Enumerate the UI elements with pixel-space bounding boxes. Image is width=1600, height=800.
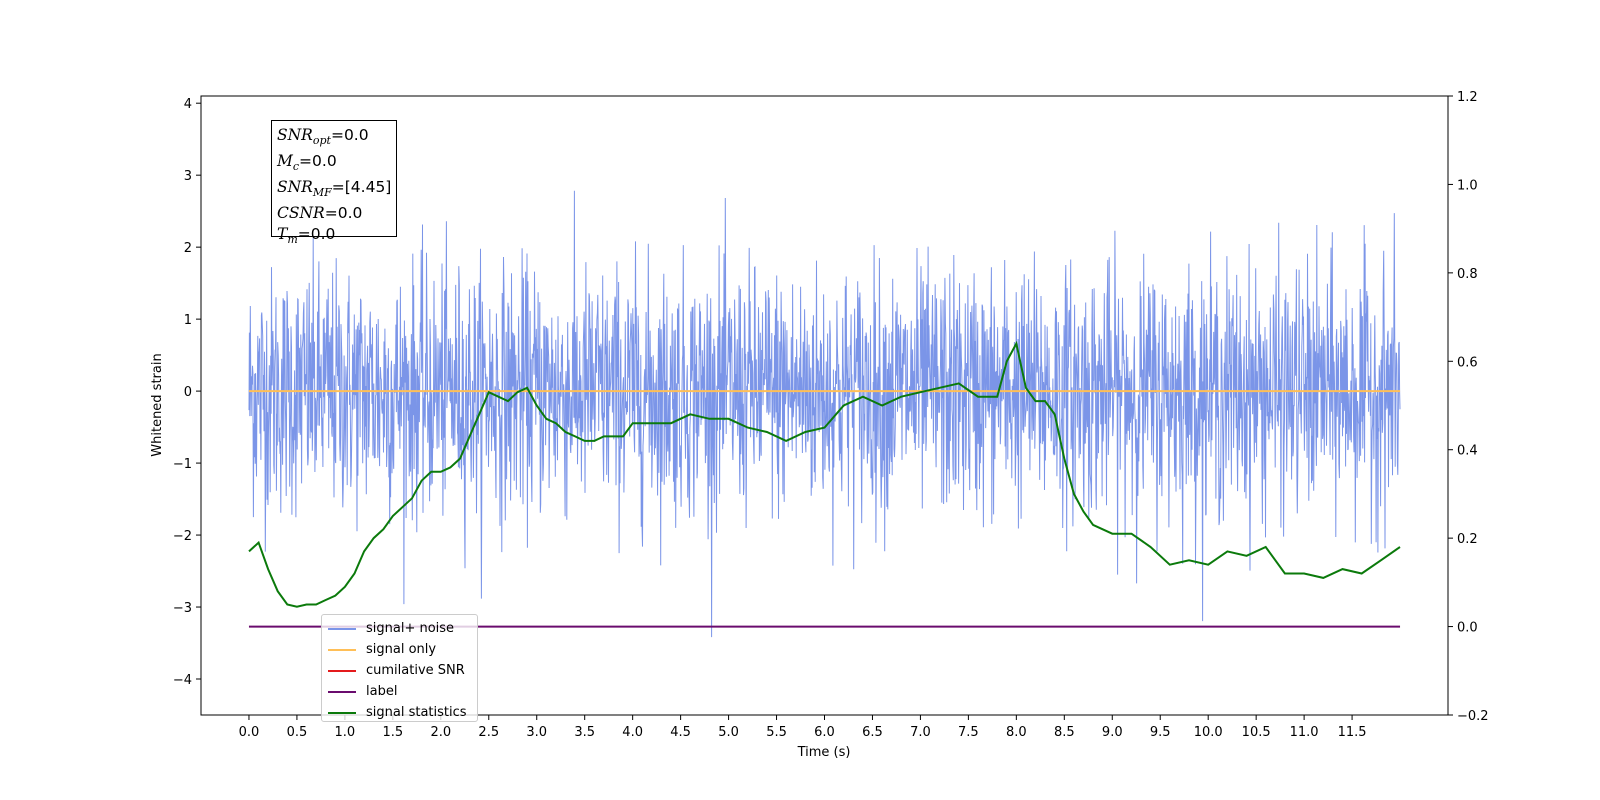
x-tick-label: 3.5 [574,725,595,740]
stats-annotation-box: SNRopt=0.0 Mc=0.0 SNRMF=[4.45] CSNR=0.0 Tm=0… [271,120,397,246]
series-line-signal-noise [248,190,1401,638]
x-tick-label: 7.0 [910,725,931,740]
stats-value: =0.0 [330,126,369,144]
y-tick-label: 1 [184,313,192,328]
x-tick-label: 0.0 [239,725,260,740]
x-tick-label: 5.5 [766,725,787,740]
x-tick-label: 1.0 [335,725,356,740]
y-tick-label: 4 [184,97,192,112]
legend-swatch [328,669,356,672]
y2-tick-label: 1.0 [1457,178,1478,193]
x-tick-label: 6.5 [862,725,883,740]
stats-line: SNRMF=[4.45] [277,177,391,203]
x-axis: 0.0 0.5 1.0 1.5 2.0 2.5 3.0 3.5 4.0 4.5 5.0 5.5 6.0 6… [239,715,1367,740]
stats-subscript: c [292,160,300,174]
legend-label: signal only [366,642,437,657]
stats-line: Tm=0.0 [277,224,391,250]
stats-line: Mc=0.0 [277,151,391,177]
legend-swatch [328,711,356,714]
stats-value: =0.0 [299,152,337,171]
x-tick-label: 5.0 [718,725,739,740]
legend-swatch [328,648,356,651]
y-tick-label: −3 [173,601,192,616]
stats-symbol: M [277,152,293,171]
stats-symbol: SNR [277,126,313,144]
x-tick-label: 0.5 [287,725,308,740]
y-tick-label: 2 [184,241,192,256]
legend-swatch [328,690,356,693]
x-tick-label: 7.5 [958,725,979,740]
stats-value: =[4.45] [331,178,392,197]
stats-line: CSNR=0.0 [277,203,391,224]
legend-entry: signal+ noise [328,618,471,639]
legend-entry: label [328,681,471,702]
x-tick-label: 4.5 [670,725,691,740]
x-tick-label: 4.0 [622,725,643,740]
x-tick-label: 3.0 [526,725,547,740]
legend-swatch [328,627,356,630]
x-tick-label: 8.5 [1054,725,1075,740]
x-tick-label: 9.5 [1150,725,1171,740]
legend: signal+ noise signal only cumilative SNR la… [321,614,478,722]
y2-tick-label: 0.2 [1457,532,1478,547]
y-axis-right: 1.2 1.0 0.8 0.6 0.4 0.2 0.0 −0.2 [1448,90,1489,724]
stats-symbol: T [277,225,288,244]
legend-label: label [366,684,398,699]
y-tick-label: −4 [173,673,192,688]
legend-label: signal+ noise [366,621,455,636]
x-axis-label: Time (s) [797,745,851,760]
x-tick-label: 10.5 [1242,725,1271,740]
legend-label: signal statistics [366,705,467,720]
stats-value: =0.0 [297,225,336,244]
stats-subscript: opt [312,134,331,148]
y-tick-label: 3 [184,169,192,184]
y-tick-label: −2 [173,529,192,544]
stats-symbol: CSNR [277,204,325,223]
x-tick-label: 2.5 [478,725,499,740]
x-tick-label: 9.0 [1102,725,1123,740]
x-tick-label: 1.5 [383,725,404,740]
y2-tick-label: 1.2 [1457,90,1478,105]
y2-tick-label: 0.0 [1457,621,1478,636]
y2-tick-label: 0.4 [1457,444,1478,459]
y2-tick-label: 0.6 [1457,355,1478,370]
stats-value: =0.0 [324,204,363,223]
y-tick-label: 0 [184,385,192,400]
x-tick-label: 8.0 [1006,725,1027,740]
legend-label: cumilative SNR [366,663,465,678]
stats-subscript: m [287,233,298,247]
x-tick-label: 11.0 [1290,725,1319,740]
y-tick-label: −1 [173,457,192,472]
stats-subscript: MF [312,186,332,200]
stats-symbol: SNR [277,178,313,197]
y-axis-label: Whitened strain [150,353,165,456]
legend-entry: cumilative SNR [328,660,471,681]
legend-entry: signal only [328,639,471,660]
y2-tick-label: 0.8 [1457,267,1478,282]
series-signal-noise [248,190,1401,638]
x-tick-label: 11.5 [1338,725,1367,740]
legend-entry: signal statistics [328,702,471,723]
y-axis-left: 4 3 2 1 0 −1 −2 −3 −4 [173,97,201,688]
x-tick-label: 2.0 [430,725,451,740]
y2-tick-label: −0.2 [1457,709,1489,724]
x-tick-label: 10.0 [1194,725,1223,740]
x-tick-label: 6.0 [814,725,835,740]
stats-line: SNRopt=0.0 [277,125,391,151]
series-line-signal-statistics [248,340,1401,608]
